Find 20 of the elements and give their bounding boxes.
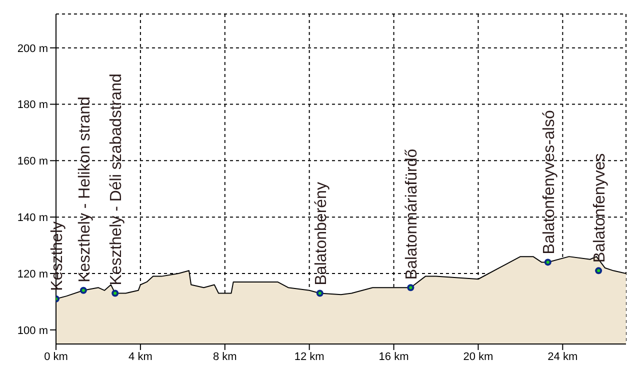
y-tick-label: 120 m [17, 268, 48, 280]
annotation: Keszthely [49, 221, 66, 291]
x-tick-label: 24 km [548, 350, 578, 363]
x-tick-label: 4 km [128, 350, 152, 363]
x-tick-label: 16 km [378, 350, 409, 363]
annotation: Balatonfenyves [592, 153, 609, 263]
y-tick-label: 160 m [17, 156, 48, 168]
x-tick-label: 12 km [294, 350, 324, 363]
y-tick-label: 100 m [17, 324, 48, 337]
annotation: Balatonfenyves-alsó [540, 110, 558, 254]
annotation: Keszthely - Helikon strand [76, 96, 94, 282]
annotation: Balatonberény [312, 182, 330, 286]
x-tick-label: 20 km [463, 350, 494, 363]
y-tick-label: 200 m [17, 42, 48, 55]
y-tick-label: 180 m [17, 99, 48, 112]
annotation: Keszthely - Déli szabadstrand [108, 74, 126, 286]
x-tick-label: 0 km [44, 350, 68, 363]
annotation: Balatonmáriafürdő [404, 148, 421, 280]
y-tick-label: 140 m [17, 212, 48, 224]
x-tick-label: 8 km [212, 350, 237, 363]
